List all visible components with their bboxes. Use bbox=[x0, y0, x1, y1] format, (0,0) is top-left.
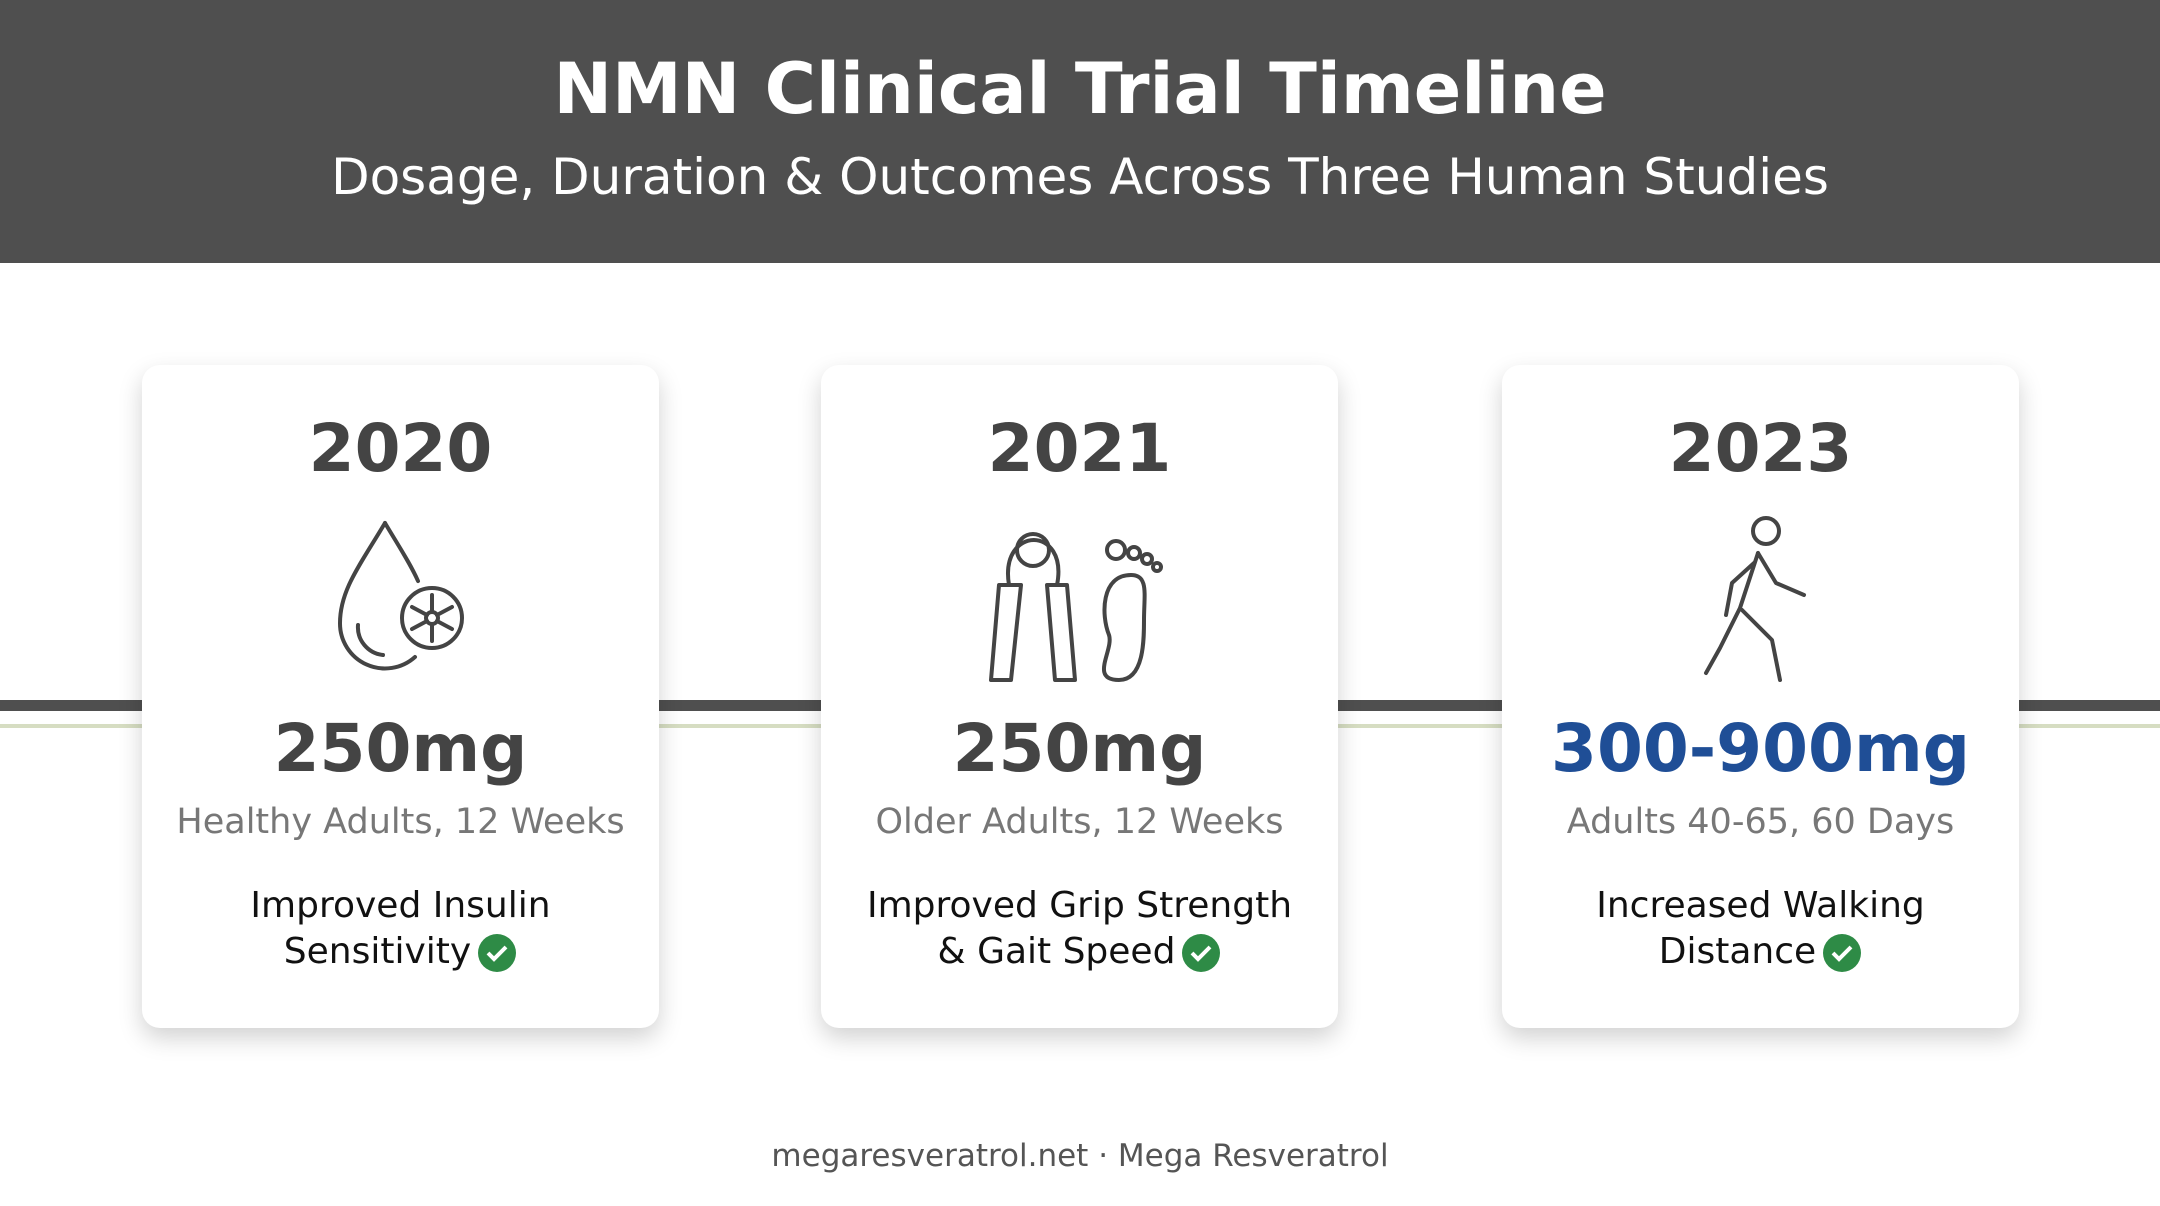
icon-walking bbox=[1704, 516, 1806, 682]
outcome: Improved Grip Strength & Gait Speed bbox=[861, 883, 1298, 975]
outcome-text: Improved Grip Strength & Gait Speed bbox=[866, 885, 1293, 972]
title: NMN Clinical Trial Timeline bbox=[553, 48, 1607, 130]
population: Adults 40-65, 60 Days bbox=[1566, 802, 1955, 842]
card: 2020 250mg Healthy Adults, 12 Weeks Impr… bbox=[142, 365, 659, 1028]
dose: 250mg bbox=[273, 710, 528, 787]
year: 2021 bbox=[987, 410, 1172, 487]
check-icon bbox=[1182, 934, 1221, 972]
check-icon bbox=[1823, 934, 1862, 972]
population: Older Adults, 12 Weeks bbox=[875, 802, 1284, 842]
footer: megaresveratrol.net · Mega Resveratrol bbox=[771, 1138, 1389, 1174]
header: NMN Clinical Trial Timeline Dosage, Dura… bbox=[0, 0, 2160, 263]
check-icon bbox=[478, 934, 517, 972]
card: 2021 250mg Older Adults, 12 Weeks Improv… bbox=[821, 365, 1338, 1028]
outcome: Improved Insulin Sensitivity bbox=[182, 883, 619, 975]
population: Healthy Adults, 12 Weeks bbox=[176, 802, 625, 842]
outcome: Increased Walking Distance bbox=[1542, 883, 1979, 975]
dose: 250mg bbox=[952, 710, 1207, 787]
icon-grip-foot bbox=[989, 532, 1163, 682]
dose: 300-900mg bbox=[1551, 710, 1970, 787]
subtitle: Dosage, Duration & Outcomes Across Three… bbox=[331, 148, 1829, 206]
outcome-text: Improved Insulin Sensitivity bbox=[250, 885, 551, 972]
icon-drop bbox=[337, 521, 464, 671]
outcome-text: Increased Walking Distance bbox=[1596, 885, 1925, 972]
year: 2020 bbox=[308, 410, 493, 487]
card: 2023 300-900mg Adults 40-65, 60 Days Inc… bbox=[1502, 365, 2019, 1028]
year: 2023 bbox=[1668, 410, 1853, 487]
